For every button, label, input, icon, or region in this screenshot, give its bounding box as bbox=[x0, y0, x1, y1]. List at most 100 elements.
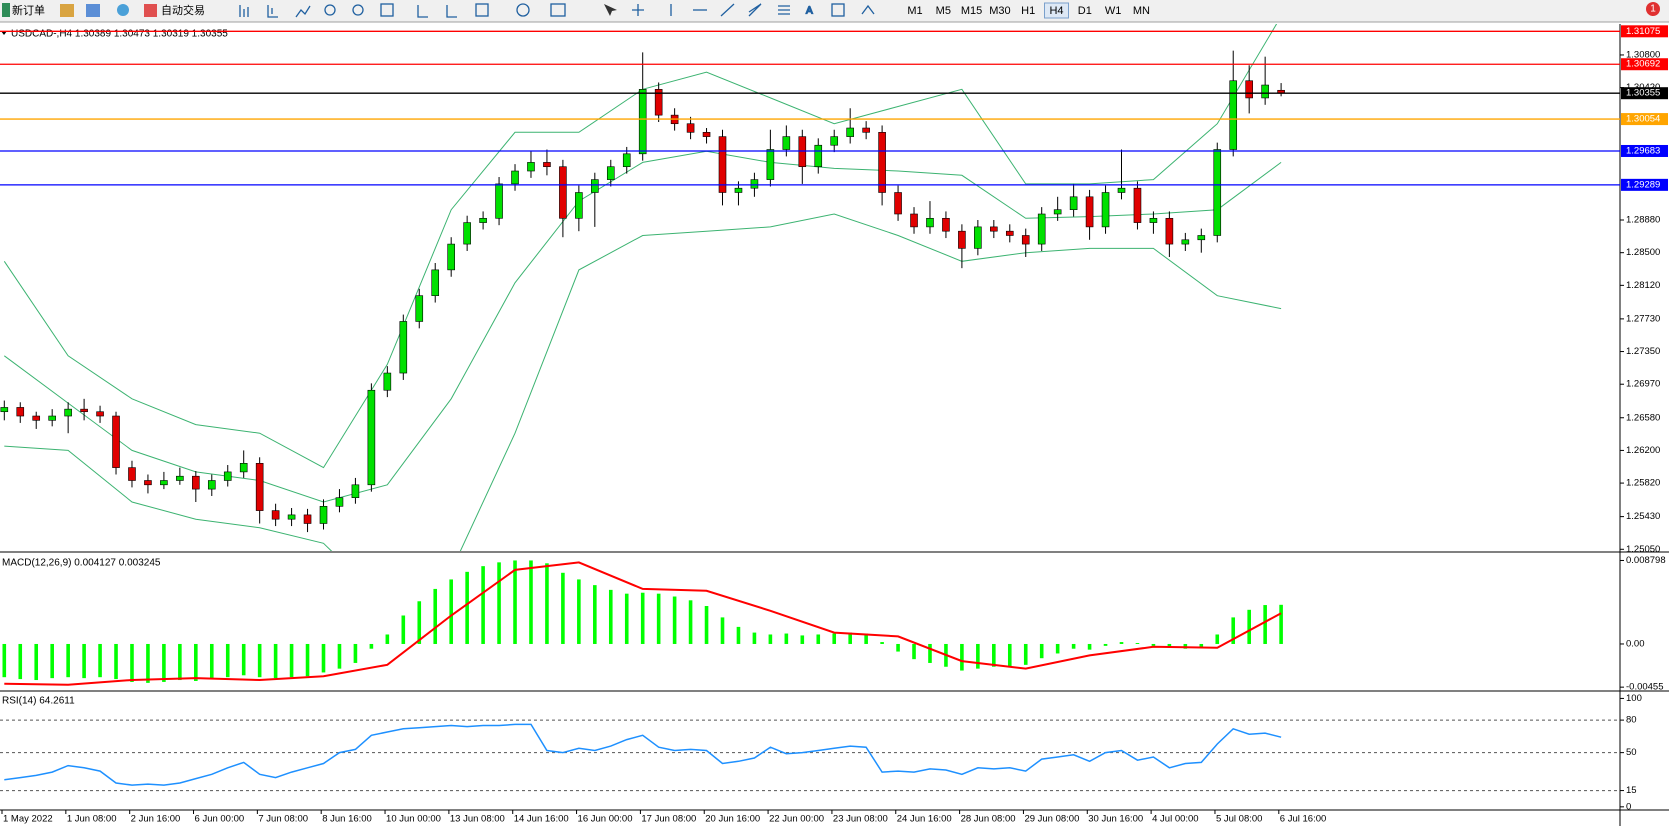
candle-body bbox=[1165, 217, 1174, 245]
x-tick-label: 10 Jun 00:00 bbox=[386, 814, 441, 825]
arrows-icon[interactable] bbox=[861, 4, 875, 15]
candle-body bbox=[32, 415, 41, 421]
macd-bar bbox=[82, 643, 86, 679]
candle-body bbox=[383, 372, 392, 391]
timeframe-button[interactable]: M30 bbox=[989, 5, 1010, 17]
band-lower bbox=[4, 213, 1282, 551]
notification-badge[interactable] bbox=[1646, 2, 1660, 16]
macd-bar bbox=[1167, 643, 1172, 648]
macd-bar bbox=[1263, 605, 1267, 644]
plot-area bbox=[2, 560, 1283, 686]
line-chart-icon[interactable] bbox=[295, 5, 311, 18]
candle-body bbox=[1021, 235, 1030, 245]
timeframe-button[interactable]: M5 bbox=[936, 5, 951, 17]
macd-bar bbox=[130, 643, 134, 682]
candle-body bbox=[559, 166, 567, 219]
macd-title: MACD(12,26,9) 0.004127 0.003245 bbox=[2, 558, 161, 569]
macd-bar bbox=[896, 643, 900, 652]
candle-body bbox=[479, 217, 487, 223]
timeframe-button[interactable]: MN bbox=[1133, 5, 1150, 17]
candle-body bbox=[287, 514, 296, 520]
tile-icon[interactable] bbox=[380, 3, 394, 17]
candle-body bbox=[543, 162, 551, 168]
macd-bar bbox=[1151, 643, 1156, 646]
macd-bar bbox=[1023, 643, 1028, 665]
macd-bar bbox=[529, 560, 533, 644]
toolbar-icon[interactable] bbox=[60, 4, 74, 17]
channel-icon[interactable] bbox=[748, 3, 762, 17]
rsi-title: RSI(14) 64.2611 bbox=[2, 696, 75, 707]
y-tick-label: 1.25430 bbox=[1626, 511, 1660, 522]
candle-body bbox=[319, 505, 328, 524]
macd-bar bbox=[880, 642, 884, 644]
candle-body bbox=[1149, 217, 1158, 223]
candle-body bbox=[1181, 239, 1190, 245]
x-tick-label: 23 Jun 08:00 bbox=[833, 814, 888, 825]
macd-bar bbox=[433, 588, 438, 644]
macd-bar bbox=[688, 600, 693, 644]
candle-body bbox=[0, 407, 9, 413]
macd-bar bbox=[1087, 643, 1092, 650]
macd-bar bbox=[497, 562, 501, 644]
indicators-icon[interactable] bbox=[475, 3, 489, 17]
y-tick-label: 1.28880 bbox=[1626, 215, 1660, 226]
macd-bar bbox=[1247, 609, 1251, 644]
macd-bar bbox=[305, 643, 310, 677]
macd-bar bbox=[720, 617, 725, 644]
y-tick-label: 100 bbox=[1626, 693, 1642, 704]
candle-body bbox=[255, 463, 264, 511]
periods-icon[interactable] bbox=[516, 3, 530, 17]
price-level-tag bbox=[1621, 144, 1668, 157]
x-tick-label: 1 May 2022 bbox=[3, 814, 53, 825]
timeframe-button[interactable]: H4 bbox=[1049, 5, 1063, 17]
shift-icon[interactable] bbox=[446, 5, 457, 18]
candle-body bbox=[415, 295, 424, 322]
macd-bar bbox=[561, 572, 565, 644]
candle-body bbox=[176, 475, 184, 481]
timeframe-button[interactable]: M1 bbox=[907, 5, 922, 17]
auto-trade-button[interactable]: 自动交易 bbox=[144, 3, 205, 17]
notification-count[interactable]: 1 bbox=[1650, 4, 1656, 15]
crosshair-icon[interactable] bbox=[632, 4, 644, 16]
timeframe-button[interactable]: H1 bbox=[1021, 5, 1035, 17]
text-tool-icon[interactable]: A bbox=[805, 5, 813, 17]
bar-chart-icon[interactable] bbox=[239, 5, 249, 17]
candle-body bbox=[160, 480, 168, 486]
candle-body bbox=[798, 136, 807, 168]
macd-bar bbox=[385, 634, 390, 644]
new-order-label[interactable]: 新订单 bbox=[12, 3, 45, 17]
new-order-button[interactable]: 新订单 bbox=[2, 3, 45, 17]
macd-bar bbox=[816, 634, 821, 644]
fibo-icon[interactable] bbox=[778, 5, 790, 15]
auto-trade-label[interactable]: 自动交易 bbox=[161, 3, 205, 17]
plot-area bbox=[0, 719, 1620, 792]
timeframe-button[interactable]: M15 bbox=[961, 5, 982, 17]
scroll-icon[interactable] bbox=[417, 5, 428, 18]
y-tick-label: 50 bbox=[1626, 747, 1637, 758]
toolbar-icon[interactable] bbox=[117, 4, 129, 16]
candle-chart-icon[interactable] bbox=[267, 5, 278, 18]
zoom-in-icon[interactable] bbox=[324, 4, 336, 16]
cursor-icon[interactable] bbox=[604, 4, 617, 16]
trendline-icon[interactable] bbox=[720, 3, 735, 17]
candle-body bbox=[128, 467, 136, 481]
y-tick-label: 1.25820 bbox=[1626, 478, 1660, 489]
macd-bar bbox=[273, 643, 278, 679]
candle-body bbox=[1261, 84, 1269, 99]
x-tick-label: 17 Jun 08:00 bbox=[641, 814, 696, 825]
candle-body bbox=[926, 217, 934, 228]
timeframe-button[interactable]: W1 bbox=[1105, 5, 1122, 17]
x-tick-label: 13 Jun 08:00 bbox=[450, 814, 505, 825]
timeframe-selected bbox=[1044, 2, 1069, 19]
symbol-marker bbox=[1, 31, 7, 35]
timeframe-button[interactable]: D1 bbox=[1078, 5, 1092, 17]
label-icon[interactable] bbox=[831, 3, 845, 17]
candle-body bbox=[974, 226, 982, 249]
zoom-out-icon[interactable] bbox=[352, 4, 364, 16]
templates-icon[interactable] bbox=[550, 3, 566, 17]
candle-body bbox=[271, 510, 280, 520]
toolbar-icon[interactable] bbox=[86, 4, 100, 17]
candle-body bbox=[654, 89, 663, 116]
candle-body bbox=[335, 497, 344, 507]
macd-bar bbox=[768, 634, 773, 644]
